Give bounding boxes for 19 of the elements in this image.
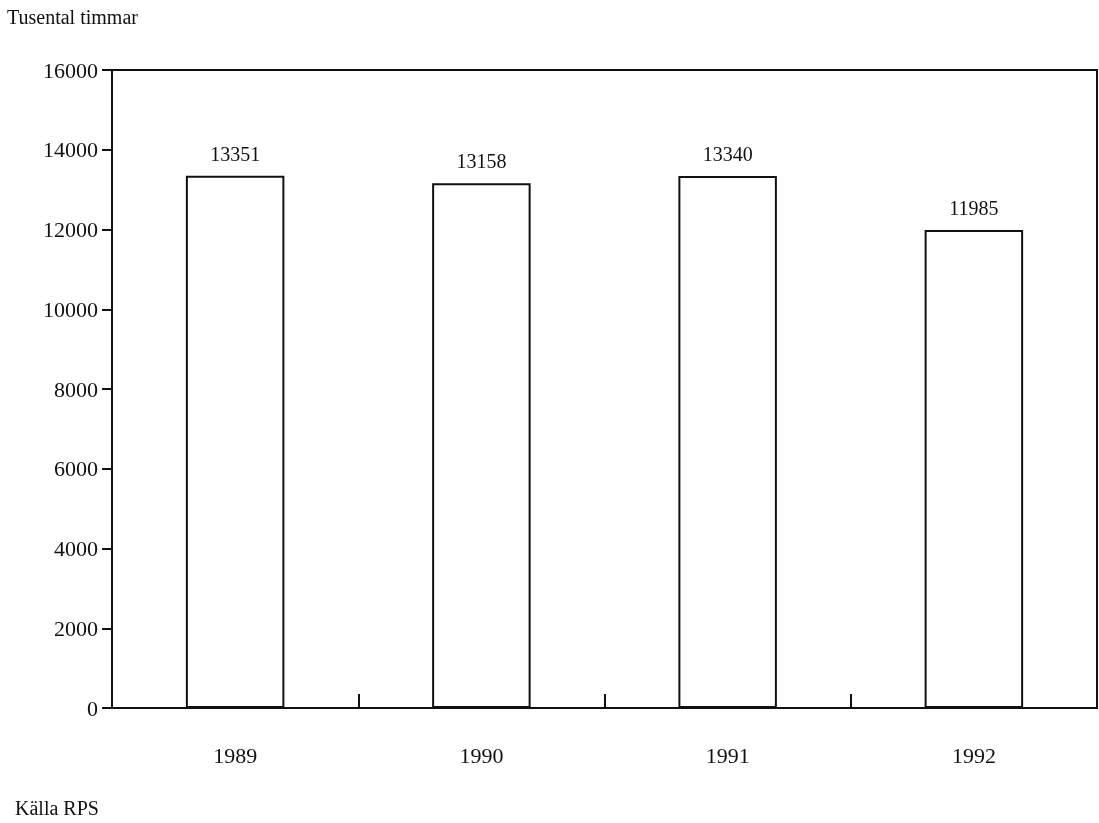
x-tick-label: 1989 [213, 742, 258, 768]
y-tick-label: 2000 [54, 615, 98, 641]
y-tick-label: 16000 [43, 57, 98, 83]
y-tick-label: 0 [87, 695, 98, 721]
y-tick-label: 4000 [54, 536, 98, 561]
y-tick-label: 8000 [54, 376, 98, 402]
y-tick-label: 10000 [43, 296, 98, 322]
x-tick-label: 1991 [705, 742, 750, 768]
x-tick-label: 1990 [459, 742, 504, 768]
y-tick-label: 6000 [54, 456, 98, 482]
x-tick-label: 1992 [951, 742, 996, 768]
y-tick-label: 12000 [43, 217, 98, 242]
y-axis-title: Tusental timmar [7, 6, 139, 28]
data-label: 13340 [702, 143, 753, 166]
data-label: 13158 [456, 150, 507, 173]
y-tick-label: 14000 [43, 137, 98, 163]
data-label: 13351 [210, 142, 261, 165]
text: Källa RPS [15, 797, 99, 819]
data-label: 11985 [949, 197, 999, 220]
